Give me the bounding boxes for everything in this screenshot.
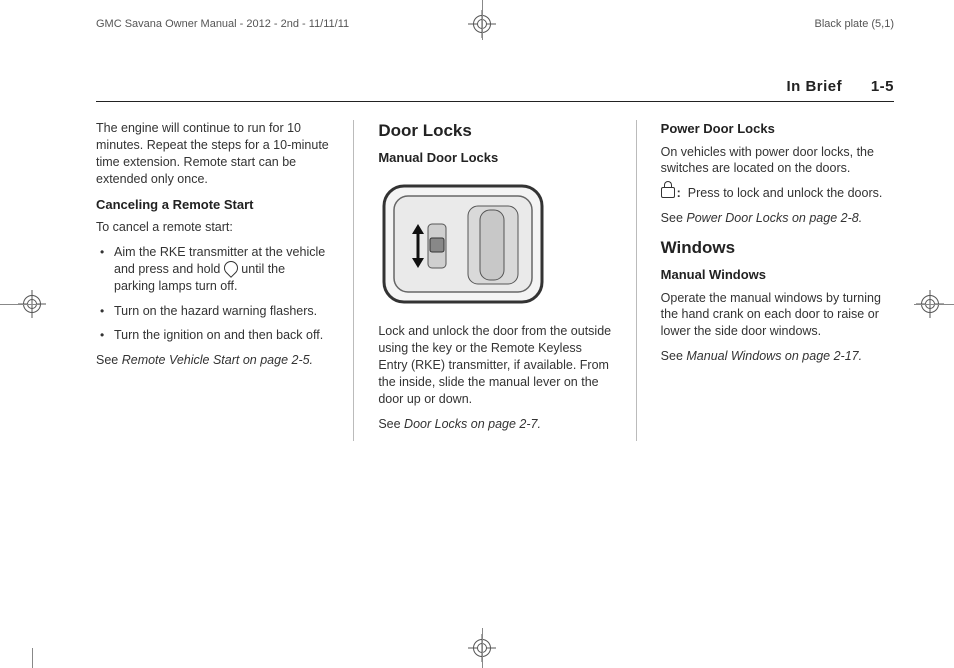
running-head: In Brief 1-5 bbox=[96, 78, 894, 102]
power-door-locks-action: Press to lock and unlock the doors. bbox=[688, 186, 883, 200]
column-3: Power Door Locks On vehicles with power … bbox=[661, 120, 894, 441]
manual-windows-heading: Manual Windows bbox=[661, 266, 894, 284]
windows-heading: Windows bbox=[661, 237, 894, 260]
power-door-locks-body: On vehicles with power door locks, the s… bbox=[661, 144, 894, 178]
print-header: GMC Savana Owner Manual - 2012 - 2nd - 1… bbox=[96, 18, 894, 30]
cancel-step-1a: Aim the RKE transmitter at the vehicle a… bbox=[114, 245, 325, 276]
power-door-locks-heading: Power Door Locks bbox=[661, 120, 894, 138]
cancel-remote-start-lead: To cancel a remote start: bbox=[96, 219, 329, 236]
lock-icon bbox=[661, 187, 675, 198]
see-door-locks-ref: Door Locks on page 2-7. bbox=[404, 417, 541, 431]
cancel-steps-list: Aim the RKE transmitter at the vehicle a… bbox=[96, 244, 329, 344]
manual-windows-body: Operate the manual windows by turning th… bbox=[661, 290, 894, 341]
cancel-step-3: Turn the ignition on and then back off. bbox=[114, 328, 323, 342]
see-door-locks: See Door Locks on page 2-7. bbox=[378, 416, 611, 433]
see-manual-windows: See Manual Windows on page 2-17. bbox=[661, 348, 894, 365]
print-header-right: Black plate (5,1) bbox=[815, 18, 894, 30]
see-prefix: See bbox=[661, 349, 687, 363]
see-prefix: See bbox=[661, 211, 687, 225]
door-locks-heading: Door Locks bbox=[378, 120, 611, 143]
manual-door-locks-heading: Manual Door Locks bbox=[378, 149, 611, 167]
see-power-door-locks: See Power Door Locks on page 2-8. bbox=[661, 210, 894, 227]
column-1: The engine will continue to run for 10 m… bbox=[96, 120, 329, 441]
cancel-step-2: Turn on the hazard warning flashers. bbox=[114, 304, 317, 318]
crop-mark bbox=[32, 648, 33, 668]
remote-start-extension-text: The engine will continue to run for 10 m… bbox=[96, 120, 329, 188]
see-remote-start-ref: Remote Vehicle Start on page 2-5. bbox=[122, 353, 313, 367]
column-separator bbox=[636, 120, 637, 441]
see-remote-start: See Remote Vehicle Start on page 2-5. bbox=[96, 352, 329, 369]
list-item: Turn on the hazard warning flashers. bbox=[96, 303, 329, 320]
see-power-door-locks-ref: Power Door Locks on page 2-8. bbox=[686, 211, 862, 225]
power-door-locks-icon-line: : Press to lock and unlock the doors. bbox=[661, 185, 894, 202]
see-prefix: See bbox=[96, 353, 122, 367]
list-item: Aim the RKE transmitter at the vehicle a… bbox=[96, 244, 329, 295]
manual-door-locks-body: Lock and unlock the door from the outsid… bbox=[378, 323, 611, 407]
see-manual-windows-ref: Manual Windows on page 2-17. bbox=[686, 349, 862, 363]
print-header-left: GMC Savana Owner Manual - 2012 - 2nd - 1… bbox=[96, 18, 349, 30]
cancel-remote-start-heading: Canceling a Remote Start bbox=[96, 196, 329, 214]
column-separator bbox=[353, 120, 354, 441]
crop-mark bbox=[0, 304, 40, 305]
column-2: Door Locks Manual Door Locks Lock and un… bbox=[378, 120, 611, 441]
door-lock-figure bbox=[378, 180, 548, 308]
running-section: In Brief bbox=[786, 78, 842, 95]
page-body: In Brief 1-5 The engine will continue to… bbox=[96, 78, 894, 648]
see-prefix: See bbox=[378, 417, 404, 431]
list-item: Turn the ignition on and then back off. bbox=[96, 327, 329, 344]
running-page-number: 1-5 bbox=[871, 78, 894, 95]
crop-mark bbox=[914, 304, 954, 305]
